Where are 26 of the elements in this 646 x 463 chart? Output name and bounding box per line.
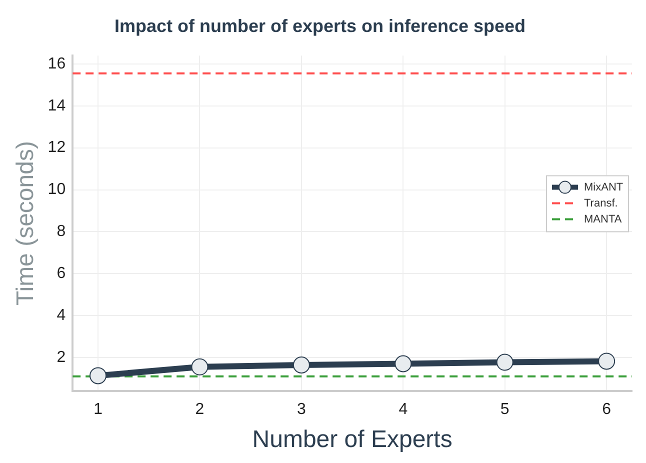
y-axis-title: Time (seconds) — [12, 141, 40, 306]
y-tick-label: 4 — [56, 306, 66, 324]
chart-title: Impact of number of experts on inference speed — [114, 16, 526, 36]
x-tick-label: 5 — [500, 401, 510, 418]
x-tick-label: 2 — [195, 401, 204, 418]
point — [90, 367, 107, 384]
legend-label: MixANT — [584, 181, 624, 194]
legend-label: Transf. — [584, 197, 618, 210]
point — [598, 352, 616, 370]
y-tick-label: 6 — [56, 265, 66, 282]
x-tick-label: 4 — [398, 401, 408, 418]
y-tick-label: 10 — [48, 181, 66, 198]
y-tick-label: 2 — [56, 348, 66, 366]
point — [292, 356, 310, 374]
x-tick-label: 1 — [94, 401, 103, 418]
x-axis-title: Number of Experts — [252, 426, 452, 454]
x-tick-label: 6 — [602, 401, 612, 418]
x-tick-label: 3 — [296, 401, 306, 418]
point — [496, 354, 514, 371]
y-tick-label: 14 — [48, 97, 66, 114]
y-tick-label: 12 — [48, 139, 66, 156]
y-tick-label: 16 — [48, 55, 66, 72]
y-tick-label: 8 — [56, 223, 66, 240]
point — [394, 355, 412, 372]
point — [191, 358, 208, 376]
legend-label: MANTA — [584, 213, 622, 226]
